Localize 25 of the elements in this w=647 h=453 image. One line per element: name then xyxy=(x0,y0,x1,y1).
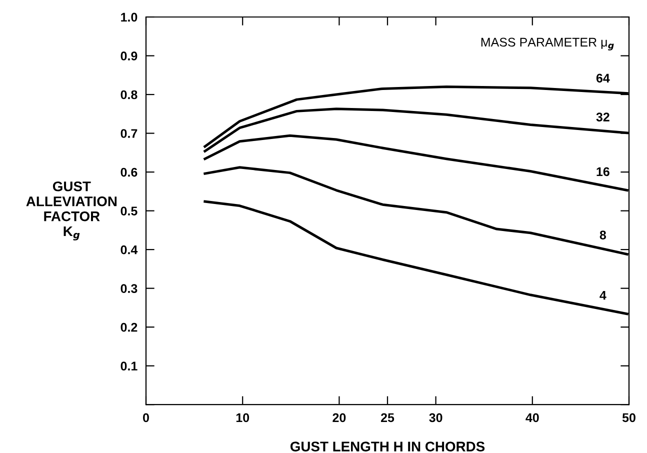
x-tick-label: 20 xyxy=(332,413,346,422)
x-tick-label: 40 xyxy=(526,413,539,422)
x-axis-title: GUST LENGTH H IN CHORDS xyxy=(290,442,485,452)
series-label: 8 xyxy=(600,230,606,240)
y-tick-label: 0.5 xyxy=(120,206,138,216)
y-tick-label: 1.0 xyxy=(121,12,138,22)
y-tick-label: 0.3 xyxy=(120,284,138,293)
x-tick-label: 50 xyxy=(622,413,636,422)
y-tick-label: 0.2 xyxy=(120,322,138,332)
x-tick-label: 10 xyxy=(236,413,250,422)
y-tick-label: 0.4 xyxy=(120,245,138,254)
y-tick-label: 0.7 xyxy=(120,129,138,138)
x-tick-label: 30 xyxy=(429,413,442,422)
legend-label: 4 xyxy=(600,291,606,300)
x-tick-label: 25 xyxy=(380,413,394,422)
y-tick-label: 0.8 xyxy=(120,90,138,100)
y-axis-title: GUST ALLEVIATION FACTOR K$_{g}$ xyxy=(26,181,117,240)
series-label: 64 xyxy=(596,74,610,83)
series-label: 32 xyxy=(596,112,610,122)
legend-label: 16 xyxy=(596,167,610,176)
y-tick-label: 0.9 xyxy=(120,52,138,60)
y-tick-label: 0.1 xyxy=(120,362,138,370)
x-tick-label: 0 xyxy=(143,413,149,422)
annotation: MASS PARAMETER μ$_{g}$ xyxy=(481,38,614,50)
y-tick-label: 0.6 xyxy=(120,168,138,177)
